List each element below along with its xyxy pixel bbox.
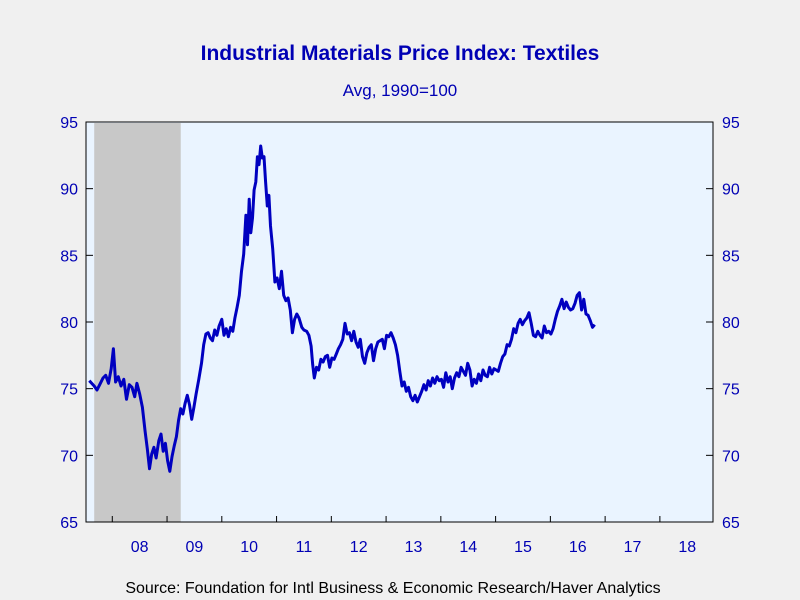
x-tick-label: 13	[405, 539, 423, 556]
y-tick-label-right: 75	[722, 382, 740, 399]
x-tick-label: 11	[296, 539, 313, 556]
y-tick-label-left: 75	[60, 382, 78, 399]
source-note: Source: Foundation for Intl Business & E…	[125, 580, 660, 597]
chart-subtitle: Avg, 1990=100	[343, 81, 458, 100]
y-tick-label-right: 90	[722, 182, 740, 199]
chart-title: Industrial Materials Price Index: Textil…	[201, 42, 600, 65]
axis-layer: 65 65 70 70 75 75 80 80 85 85 90 90 95 95 08 09 10 11 12 13…	[60, 115, 740, 556]
x-tick-label: 10	[240, 539, 258, 556]
y-tick-label-right: 85	[722, 248, 740, 265]
plot-area	[86, 122, 713, 522]
x-tick-label: 16	[569, 539, 587, 556]
series-line-1	[88, 144, 596, 473]
y-tick-label-left: 95	[60, 115, 78, 132]
x-tick-label: 14	[459, 539, 477, 556]
x-tick-label: 15	[514, 539, 532, 556]
y-tick-label-left: 90	[60, 182, 78, 199]
x-tick-label: 09	[186, 539, 204, 556]
y-tick-label-right: 95	[722, 115, 740, 132]
x-tick-label: 08	[131, 539, 149, 556]
series-layer	[88, 144, 596, 473]
y-tick-label-left: 65	[60, 515, 78, 532]
y-tick-label-left: 70	[60, 448, 78, 465]
x-tick-label: 18	[678, 539, 696, 556]
y-tick-label-right: 70	[722, 448, 740, 465]
y-tick-label-left: 85	[60, 248, 78, 265]
y-tick-label-left: 80	[60, 315, 78, 332]
x-tick-label: 12	[350, 539, 368, 556]
y-tick-label-right: 80	[722, 315, 740, 332]
y-tick-label-right: 65	[722, 515, 740, 532]
x-tick-label: 17	[624, 539, 642, 556]
